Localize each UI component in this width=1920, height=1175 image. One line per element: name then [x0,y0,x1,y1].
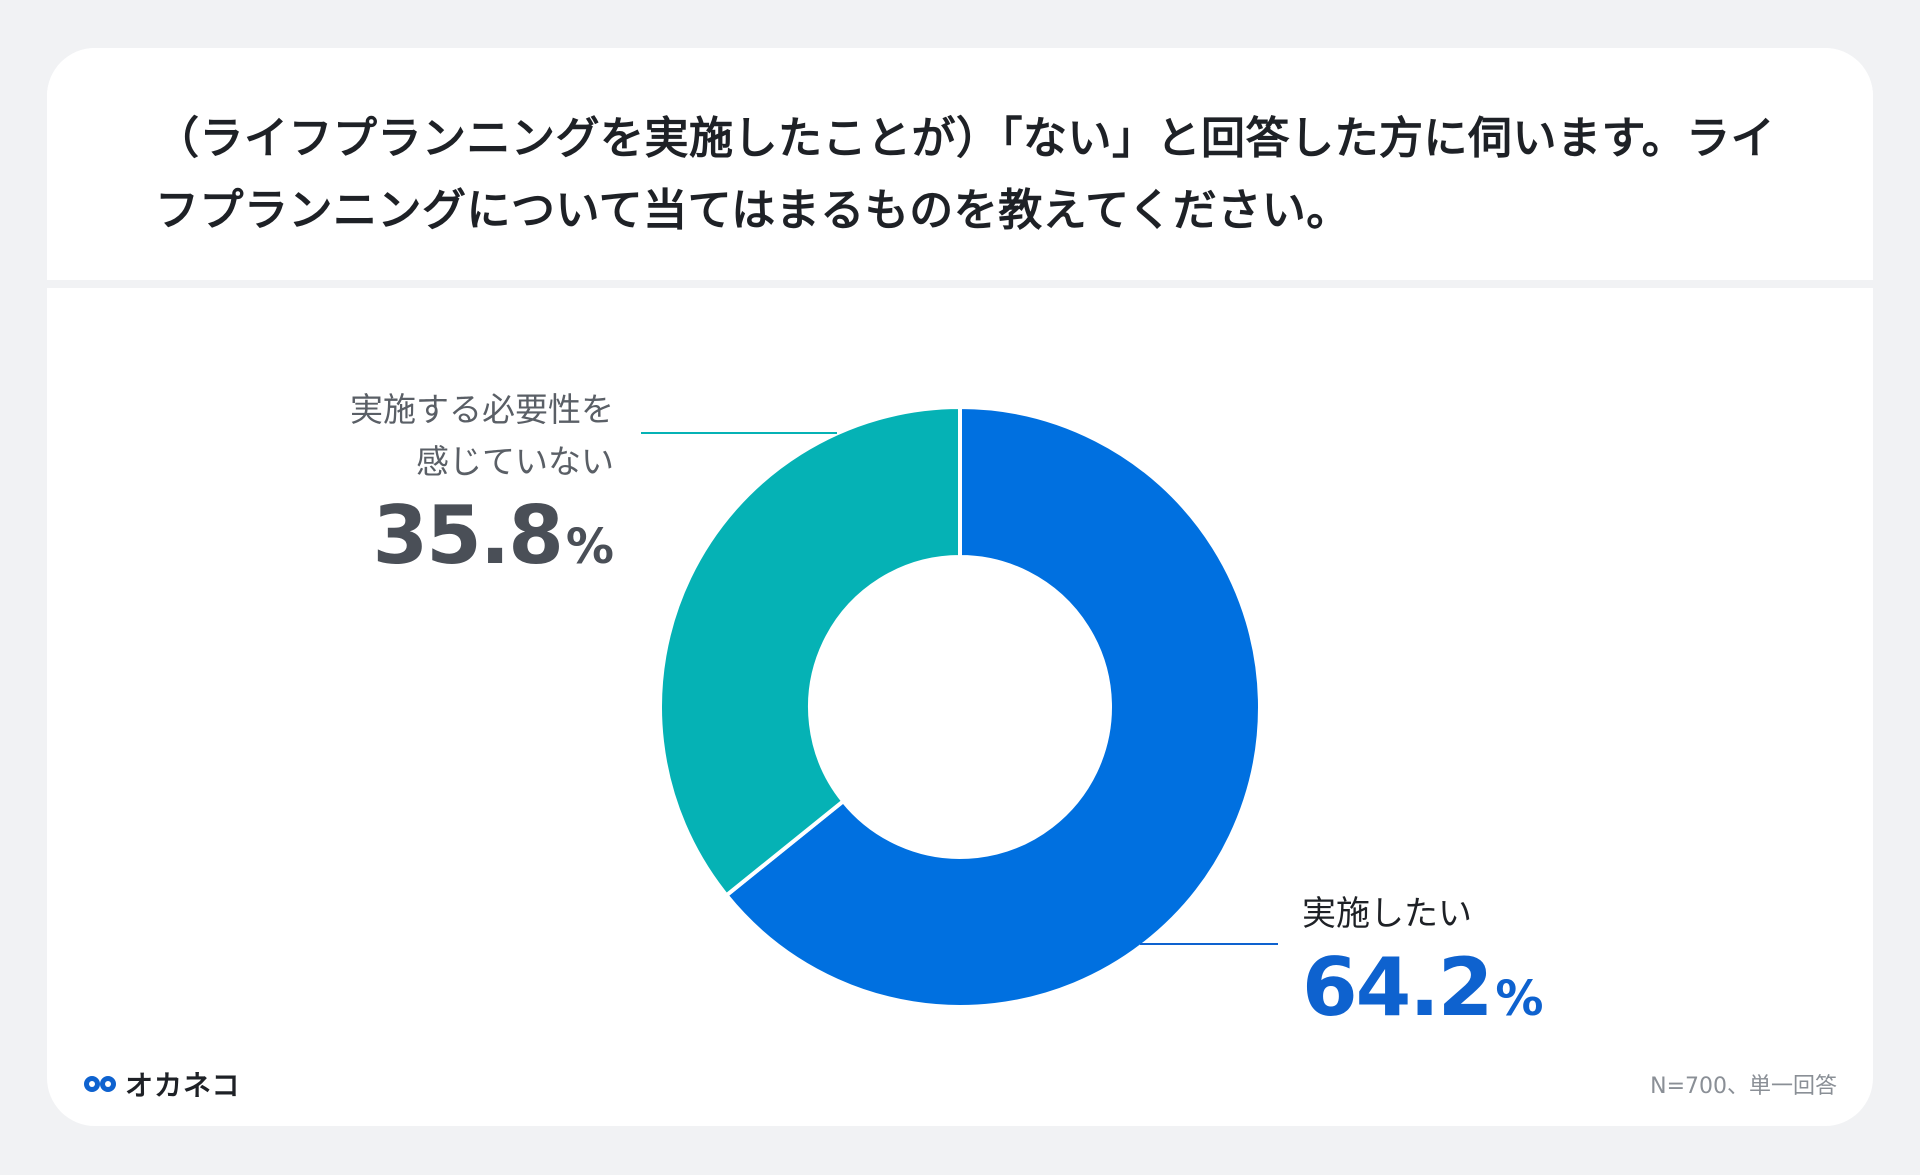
slice-want [723,404,1262,1009]
title-area: （ライフプランニングを実施したことが）「ない」と回答した方に伺います。ライフプラ… [47,48,1873,280]
donut-chart [641,404,1278,1009]
label-not-needed-line-1: 実施する必要性を [350,390,614,429]
owl-eyes-icon [84,1076,116,1092]
label-not-needed-line-2: 感じていない [416,442,614,481]
label-not-needed: 実施する必要性を 感じていない 35.8% [350,384,614,595]
percent-sign: % [1495,971,1544,1027]
label-want-value: 64.2% [1302,940,1543,1047]
divider [47,280,1873,288]
logo-text: オカネコ [125,1069,241,1102]
label-want: 実施したい 64.2% [1302,888,1543,1047]
percent-sign: % [565,519,614,575]
page-title: （ライフプランニングを実施したことが）「ない」と回答した方に伺います。ライフプラ… [155,113,1776,236]
chart-card: （ライフプランニングを実施したことが）「ない」と回答した方に伺います。ライフプラ… [47,48,1873,1126]
slice-not-needed [658,404,962,899]
label-not-needed-value: 35.8% [350,488,614,595]
value-number: 35.8 [372,489,564,582]
value-number: 64.2 [1302,941,1493,1034]
label-want-line-1: 実施したい [1302,894,1472,934]
logo: オカネコ [83,1066,240,1102]
sample-note: N=700、単一回答 [1650,1074,1837,1099]
